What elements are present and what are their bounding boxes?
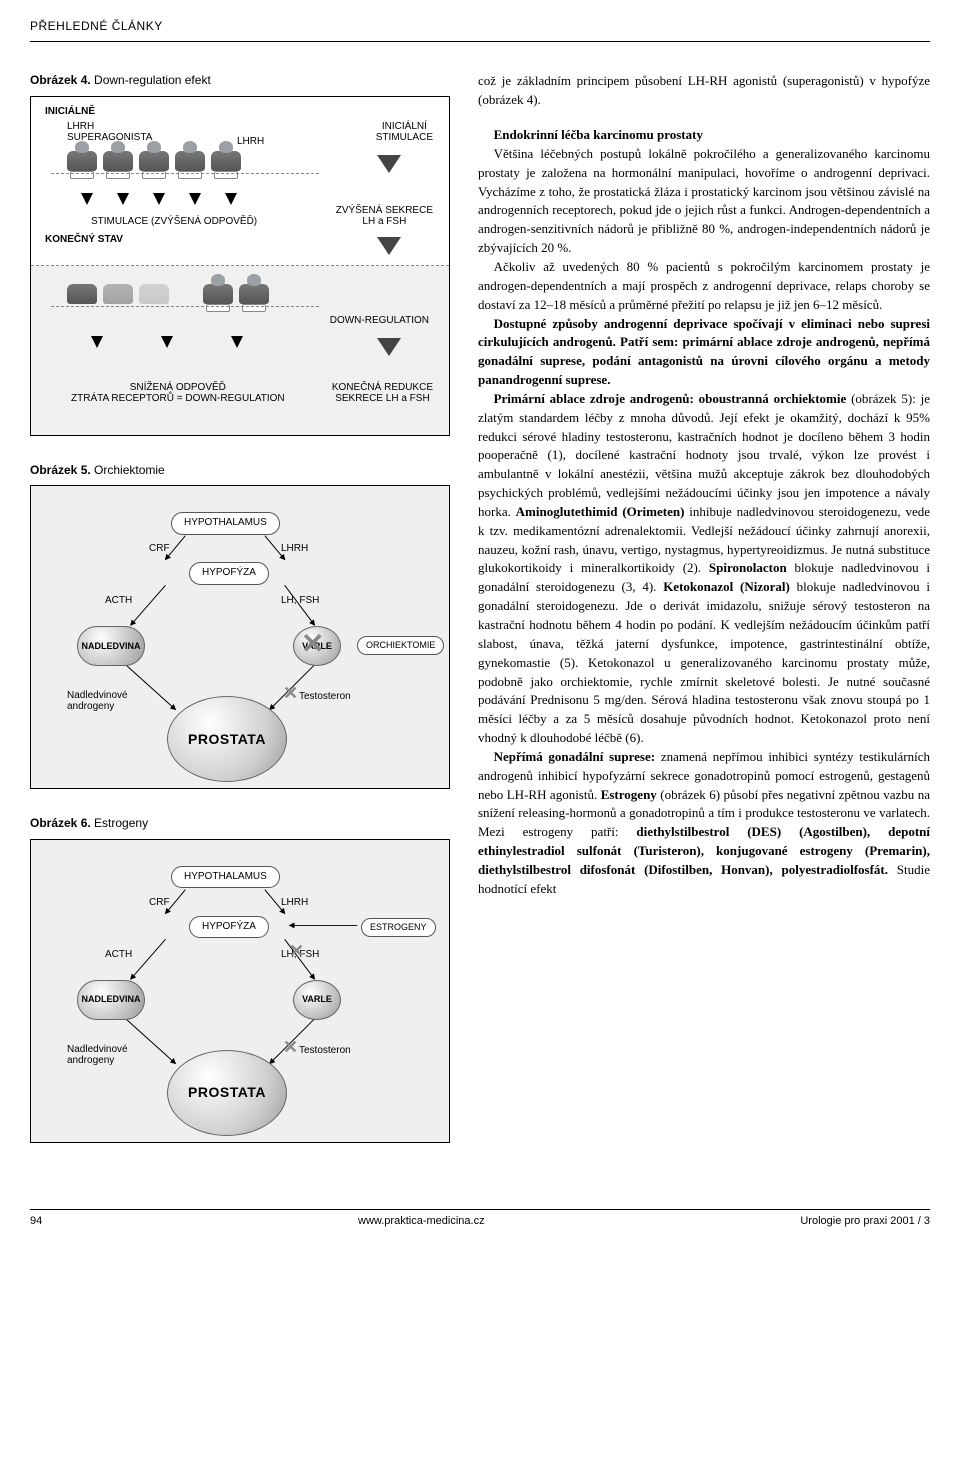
fig4-downreg: DOWN-REGULATION [330,314,429,329]
fig6-caption: Obrázek 6. Estrogeny [30,815,450,832]
figure-5: HYPOTHALAMUS CRF LHRH HYPOFÝZA ACTH LH, … [30,485,450,789]
para-3: Ačkoliv až uvedených 80 % pacientů s pok… [478,258,930,315]
para-2: Většina léčebných postupů lokálně pokroč… [478,145,930,258]
para-intro: což je základním principem působení LH-R… [478,72,930,110]
fig6-prostata: PROSTATA [167,1050,287,1136]
fig5-cross2-icon: ✕ [283,680,298,706]
fig5-cross-icon: ✕ [301,624,324,665]
left-column: Obrázek 4. Down-regulation efekt INICIÁL… [30,72,450,1168]
header-rule [30,41,930,42]
fig6-hypothalamus: HYPOTHALAMUS [171,866,280,889]
fig6-nadledvina: NADLEDVINA [77,980,145,1020]
fig6-lhrh: LHRH [281,896,308,911]
fig6-testosteron: Testosteron [299,1044,351,1059]
fig5-lhrh: LHRH [281,542,308,557]
fig4-stimulace: STIMULACE (ZVÝŠENÁ ODPOVĚĎ) [91,215,257,230]
heading-endokrinni: Endokrinní léčba karcinomu prostaty [478,126,930,145]
fig4-caption: Obrázek 4. Down-regulation efekt [30,72,450,89]
fig5-crf: CRF [149,542,170,557]
fig5-nadledvina: NADLEDVINA [77,626,145,666]
fig4-snizena: SNÍŽENÁ ODPOVĚĎ ZTRÁTA RECEPTORŮ = DOWN-… [71,382,285,404]
para-6: Nepřímá gonadální suprese: znamená nepří… [478,748,930,899]
right-column: což je základním principem působení LH-R… [478,72,930,1168]
fig5-orchiektomie: ORCHIEKTOMIE [357,636,444,655]
fig5-nadledvinove: Nadledvinové androgeny [67,690,128,712]
page-footer: 94 www.praktica-medicina.cz Urologie pro… [30,1209,930,1230]
fig6-nadledvinove: Nadledvinové androgeny [67,1044,128,1066]
fig6-cross2-icon: ✕ [283,1034,298,1060]
fig4-konecna: KONEČNÁ REDUKCE SEKRECE LH a FSH [332,382,433,404]
fig4-konecny: KONEČNÝ STAV [45,233,123,248]
fig5-caption: Obrázek 5. Orchiektomie [30,462,450,479]
fig5-hypothalamus: HYPOTHALAMUS [171,512,280,535]
fig6-varle: VARLE [293,980,341,1020]
figure-4: INICIÁLNĚ LHRH SUPERAGONISTA LHRH INICIÁ… [30,96,450,436]
fig6-hypofyza: HYPOFÝZA [189,916,269,939]
fig6-acth: ACTH [105,948,132,963]
fig6-cross1-icon: ✕ [289,938,304,964]
footer-journal: Urologie pro praxi 2001 / 3 [800,1214,930,1230]
figure-6: HYPOTHALAMUS CRF LHRH HYPOFÝZA ESTROGENY… [30,839,450,1143]
section-header: PŘEHLEDNÉ ČLÁNKY [30,18,930,35]
fig5-testosteron: Testosteron [299,690,351,705]
fig4-inicialne: INICIÁLNĚ [45,105,95,120]
fig5-prostata: PROSTATA [167,696,287,782]
para-4: Dostupné způsoby androgenní deprivace sp… [478,315,930,390]
fig4-zvysena-sek: ZVÝŠENÁ SEKRECE LH a FSH [336,205,433,227]
fig5-acth: ACTH [105,594,132,609]
fig6-crf: CRF [149,896,170,911]
footer-url: www.praktica-medicina.cz [358,1214,485,1230]
fig5-hypofyza: HYPOFÝZA [189,562,269,585]
fig6-estrogeny: ESTROGENY [361,918,436,937]
fig5-lhfsh: LH, FSH [281,594,319,609]
para-5: Primární ablace zdroje androgenů: oboust… [478,390,930,748]
fig4-lhrh: LHRH [237,135,264,150]
two-column-layout: Obrázek 4. Down-regulation efekt INICIÁL… [30,72,930,1168]
fig4-lhrh-super: LHRH SUPERAGONISTA [67,121,152,143]
fig4-inicialni-stim: INICIÁLNÍ STIMULACE [376,121,433,143]
footer-page: 94 [30,1214,42,1230]
